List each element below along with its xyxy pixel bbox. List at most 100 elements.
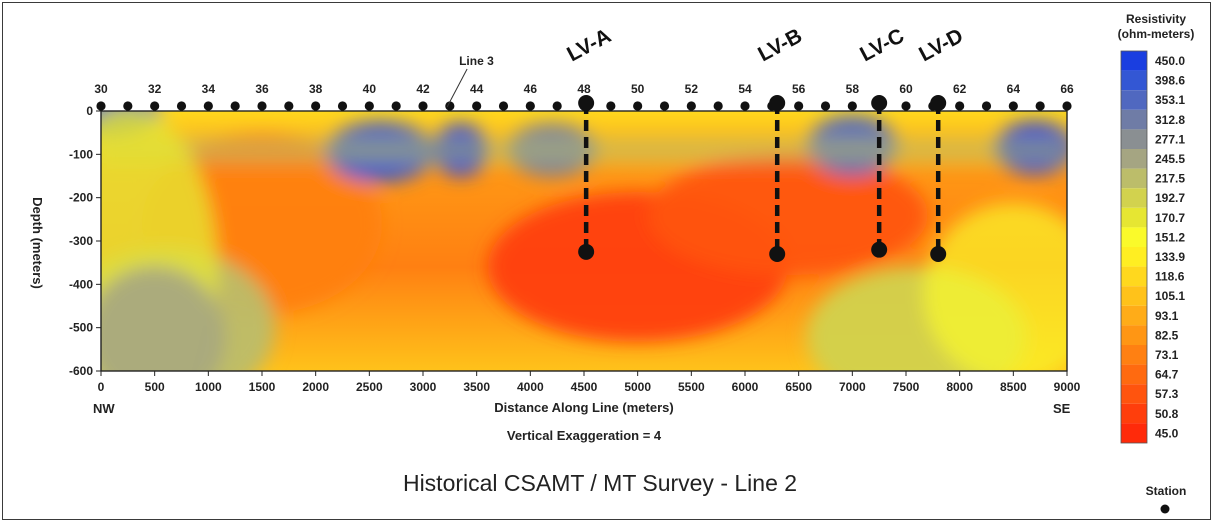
- station-marker: [337, 101, 348, 111]
- station-marker: [176, 101, 187, 111]
- legend-level-label: 170.7: [1155, 211, 1185, 225]
- legend-level-label: 133.9: [1155, 250, 1185, 264]
- legend-station-marker: [1160, 504, 1170, 514]
- legend-swatch: [1121, 384, 1147, 404]
- line-3-pointer: [446, 68, 468, 108]
- station-marker: [1008, 101, 1018, 111]
- legend-level-label: 151.2: [1155, 230, 1185, 244]
- resistivity-section-chart: 0 500 1000 1500 2000 2500 3000 3500 4000 4500 5000…: [30, 12, 1195, 514]
- x-tick-label: 1500: [249, 380, 276, 394]
- legend-swatch: [1121, 423, 1147, 443]
- legend-swatch: [1121, 168, 1147, 189]
- x-tick-label: 4500: [571, 380, 598, 394]
- legend-level-label: 82.5: [1155, 328, 1179, 342]
- x-tick-label: 8500: [1000, 380, 1027, 394]
- station-marker: [847, 101, 857, 111]
- legend-swatch: [1121, 70, 1147, 91]
- y-axis-title: Depth (meters): [30, 197, 45, 289]
- station-marker: [445, 101, 455, 111]
- drill-hole-collar: [930, 95, 947, 111]
- legend-swatch: [1121, 109, 1147, 130]
- station-marker: [257, 101, 267, 111]
- legend-title-units: (ohm-meters): [1118, 27, 1195, 41]
- y-tick-label: -600: [69, 364, 93, 378]
- station-marker: [686, 101, 696, 111]
- x-tick-label: 8000: [946, 380, 973, 394]
- station-marker: [150, 101, 160, 111]
- drill-hole-bottom: [578, 243, 595, 260]
- figure-caption: Historical CSAMT / MT Survey - Line 2: [402, 470, 798, 496]
- station-marker: [659, 101, 670, 111]
- station-label: 66: [1060, 82, 1074, 96]
- legend-title: Resistivity: [1126, 12, 1186, 26]
- nw-label: NW: [93, 401, 115, 416]
- drill-hole-bottom: [871, 241, 888, 258]
- legend-level-label: 217.5: [1155, 172, 1185, 186]
- station-marker: [552, 101, 562, 111]
- legend-level-label: 93.1: [1155, 309, 1179, 323]
- station-label: 64: [1007, 82, 1021, 96]
- y-tick-label: 0: [86, 104, 93, 118]
- x-tick-label: 3500: [463, 380, 490, 394]
- legend-swatch: [1121, 403, 1147, 424]
- legend-level-label: 57.3: [1155, 387, 1179, 401]
- resistivity-anomaly: [101, 266, 225, 371]
- legend-level-label: 312.8: [1155, 113, 1185, 127]
- station-marker: [1062, 101, 1072, 111]
- station-marker: [525, 101, 535, 111]
- station-label: 60: [899, 82, 913, 96]
- legend-level-label: 64.7: [1155, 368, 1179, 382]
- x-tick-label: 5000: [624, 380, 651, 394]
- station-marker: [364, 101, 374, 111]
- x-tick-label: 500: [145, 380, 165, 394]
- station-marker: [713, 101, 723, 111]
- drill-hole-bottom: [769, 246, 786, 262]
- station-label: 40: [363, 82, 377, 96]
- station-marker: [96, 101, 106, 111]
- legend-swatch: [1121, 207, 1147, 228]
- station-label: 46: [524, 82, 538, 96]
- station-marker: [418, 101, 428, 111]
- legend-swatch: [1121, 286, 1147, 306]
- legend-swatch: [1121, 325, 1147, 345]
- legend-swatch: [1121, 188, 1147, 208]
- station-label: 34: [202, 82, 216, 96]
- legend-station-label: Station: [1146, 484, 1187, 498]
- x-tick-label: 0: [98, 380, 105, 394]
- x-tick-label: 1000: [195, 380, 222, 394]
- drill-hole-label: LV-D: [915, 24, 967, 66]
- station-marker: [633, 101, 643, 111]
- legend-swatch: [1121, 305, 1147, 326]
- station-label: 48: [577, 82, 591, 96]
- legend-swatch: [1121, 149, 1147, 169]
- drill-hole-label: LV-C: [856, 24, 908, 66]
- x-tick-label: 6500: [785, 380, 812, 394]
- station-marker: [901, 101, 911, 111]
- se-label: SE: [1053, 401, 1071, 416]
- legend-swatch: [1121, 247, 1147, 267]
- station-marker: [230, 101, 240, 111]
- legend-swatch: [1121, 227, 1147, 247]
- station-marker: [1035, 101, 1045, 111]
- station-marker: [311, 101, 321, 111]
- y-tick-label: -200: [69, 191, 93, 205]
- station-label: 32: [148, 82, 162, 96]
- legend-swatch: [1121, 345, 1147, 365]
- legend-level-label: 353.1: [1155, 93, 1185, 107]
- legend-level-label: 192.7: [1155, 191, 1185, 205]
- legend-level-label: 73.1: [1155, 348, 1179, 362]
- legend-swatch: [1121, 266, 1147, 287]
- resistivity-anomaly: [923, 203, 1067, 371]
- y-tick-label: -500: [69, 321, 93, 335]
- station-marker: [981, 101, 992, 111]
- legend-swatch: [1121, 129, 1147, 149]
- drill-hole-label: LV-A: [563, 24, 615, 66]
- drill-hole-collar: [578, 95, 595, 111]
- drill-hole-label: LV-B: [754, 24, 806, 66]
- x-tick-label: 2500: [356, 380, 383, 394]
- legend-swatch: [1121, 51, 1147, 71]
- station-label: 36: [255, 82, 269, 96]
- drill-hole-collar: [871, 95, 888, 111]
- resistivity-anomaly: [647, 155, 928, 275]
